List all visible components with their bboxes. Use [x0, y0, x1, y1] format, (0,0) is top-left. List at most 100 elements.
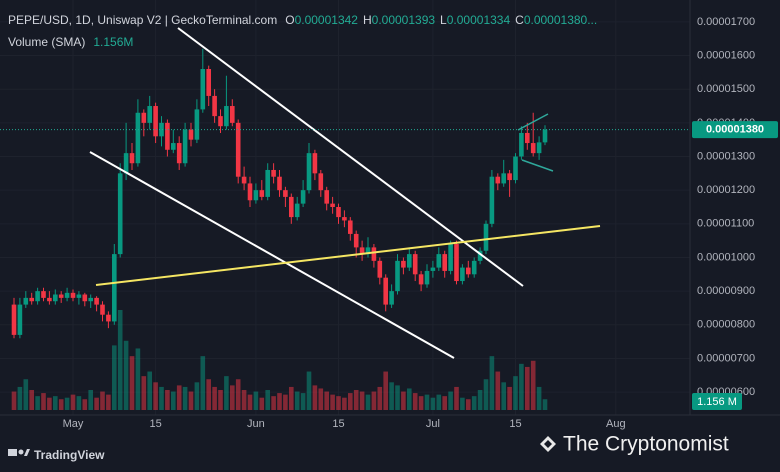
candle-body	[53, 294, 58, 302]
candle-body	[377, 260, 383, 278]
volume-bar	[224, 376, 229, 410]
candle-body	[82, 294, 88, 302]
x-tick-label: Jun	[247, 418, 265, 430]
volume-bar	[23, 379, 29, 410]
candle-body	[141, 112, 147, 123]
volume-bar	[94, 397, 99, 410]
volume-bar	[507, 386, 512, 410]
volume-bar	[253, 391, 259, 410]
candle-body	[383, 277, 388, 305]
volume-bar	[235, 379, 241, 410]
volume-bar	[265, 390, 270, 410]
candle-body	[542, 129, 548, 143]
candle-body	[353, 233, 359, 248]
candle-body	[359, 247, 365, 255]
ohlc-value: 0.00001342	[295, 13, 359, 27]
candle-body	[418, 274, 424, 285]
volume-bar	[58, 399, 64, 410]
watermark-text: The Cryptonomist	[563, 433, 729, 456]
candle-body	[401, 260, 406, 268]
volume-bar	[283, 394, 288, 410]
candle-body	[88, 297, 93, 302]
ohlc-key: O	[285, 13, 294, 27]
candle-body	[76, 294, 82, 298]
volume-bar	[230, 385, 235, 410]
y-tick-label: 0.00001200	[697, 184, 755, 196]
y-tick-label: 0.00001100	[697, 218, 754, 230]
pennant-line	[521, 159, 554, 172]
tradingview-logo: TradingView	[8, 448, 105, 462]
volume-bar	[147, 371, 152, 410]
volume-header: Volume (SMA) 1.156M	[8, 35, 133, 49]
volume-bar	[11, 391, 17, 410]
candle-body	[448, 244, 453, 271]
candle-body	[336, 206, 341, 218]
candle-body	[200, 68, 206, 110]
volume-bar	[277, 393, 282, 410]
volume-bar	[525, 366, 530, 410]
candles	[11, 48, 548, 339]
candle-body	[442, 254, 447, 271]
logo-text: TradingView	[34, 448, 105, 462]
candle-body	[324, 190, 329, 204]
volume-bar	[377, 386, 383, 410]
volume-bar	[289, 386, 294, 410]
volume-bar	[407, 388, 412, 410]
candle-body	[289, 196, 294, 218]
volume-bar	[442, 396, 447, 410]
candle-body	[424, 270, 430, 285]
volume-bar	[489, 356, 495, 410]
ohlc-key: H	[363, 13, 372, 27]
candle-body	[430, 267, 436, 271]
candle-body	[153, 106, 158, 137]
y-tick-label: 0.00001300	[697, 150, 755, 162]
volume-bar	[353, 390, 359, 410]
volume-bar	[212, 386, 217, 410]
volume-bar	[460, 397, 465, 410]
y-tick-label: 0.00001700	[697, 16, 755, 28]
volume-bar	[536, 386, 542, 410]
ohlc-key: C	[515, 13, 524, 27]
volume-bar	[70, 394, 76, 410]
candle-body	[365, 247, 371, 255]
candle-body	[159, 122, 164, 137]
volume-bar	[53, 396, 58, 410]
volume-bar	[64, 397, 70, 410]
volume-bar	[519, 363, 524, 410]
candle-body	[460, 267, 465, 282]
volume-bar	[471, 396, 477, 410]
volume-bar	[200, 356, 206, 410]
candle-body	[348, 220, 353, 234]
candle-body	[147, 106, 152, 123]
volume-bar	[312, 385, 318, 410]
logo-mark	[8, 449, 17, 456]
candle-body	[395, 260, 400, 292]
candle-body	[342, 217, 347, 221]
volume-bar	[47, 397, 52, 410]
volume-bar	[182, 386, 188, 410]
volume-bar	[365, 394, 371, 410]
volume-bar	[448, 391, 453, 410]
candle-body	[206, 68, 211, 96]
candle-body	[525, 132, 530, 144]
volume-bar	[153, 382, 158, 410]
x-tick-label: 15	[332, 418, 344, 430]
volume-bar	[241, 390, 247, 410]
candle-body	[300, 190, 306, 204]
volume-bar	[17, 386, 23, 410]
candle-body	[135, 112, 141, 164]
volume-bar	[194, 382, 200, 410]
candle-body	[123, 153, 129, 174]
candle-body	[112, 254, 117, 322]
volume-bar	[342, 397, 347, 410]
candle-body	[536, 142, 542, 154]
candle-body	[436, 254, 442, 268]
candle-body	[23, 297, 29, 305]
y-tick-label: 0.00001000	[697, 251, 755, 263]
candle-body	[471, 260, 477, 275]
volume-bar	[359, 391, 365, 410]
candle-body	[100, 304, 105, 315]
y-tick-label: 0.00001600	[697, 49, 755, 61]
volume-bar	[318, 388, 324, 410]
